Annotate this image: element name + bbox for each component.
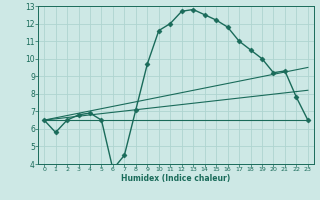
X-axis label: Humidex (Indice chaleur): Humidex (Indice chaleur) [121,174,231,183]
